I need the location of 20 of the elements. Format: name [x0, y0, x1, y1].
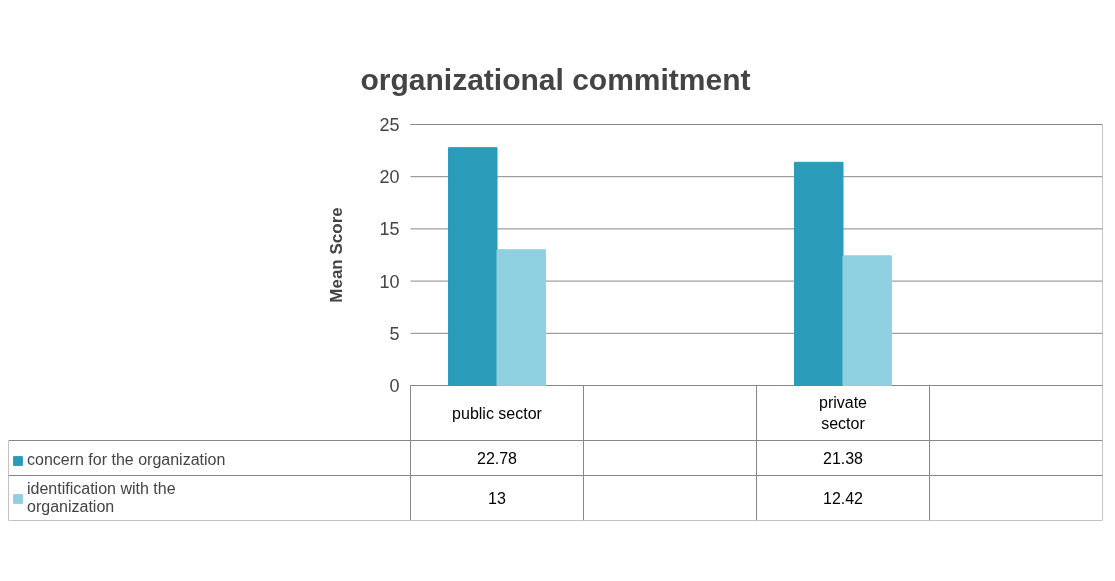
- data-label: 12.42: [822, 490, 864, 507]
- y-tick-label: 5: [389, 323, 400, 344]
- bar: [794, 161, 844, 386]
- data-label: 13: [488, 490, 506, 507]
- x-tick-label: public sector: [452, 404, 543, 422]
- legend-label: identification with the organization: [27, 480, 176, 516]
- data-label: 21.38: [822, 450, 864, 467]
- y-tick-label: 25: [379, 115, 400, 135]
- y-tick-label: 10: [379, 271, 400, 292]
- chart-title: organizational commitment: [360, 62, 751, 96]
- bar: [842, 255, 892, 386]
- y-tick-label: 15: [379, 219, 400, 240]
- x-tick-label: private sector: [818, 394, 868, 432]
- bar: [448, 147, 498, 386]
- data-label: 22.78: [476, 450, 518, 467]
- y-axis-title: Mean Score: [327, 207, 347, 303]
- y-tick-label: 20: [379, 167, 400, 188]
- y-tick-label: 0: [389, 376, 400, 396]
- bar: [496, 249, 546, 386]
- legend-label: concern for the organization: [27, 451, 226, 469]
